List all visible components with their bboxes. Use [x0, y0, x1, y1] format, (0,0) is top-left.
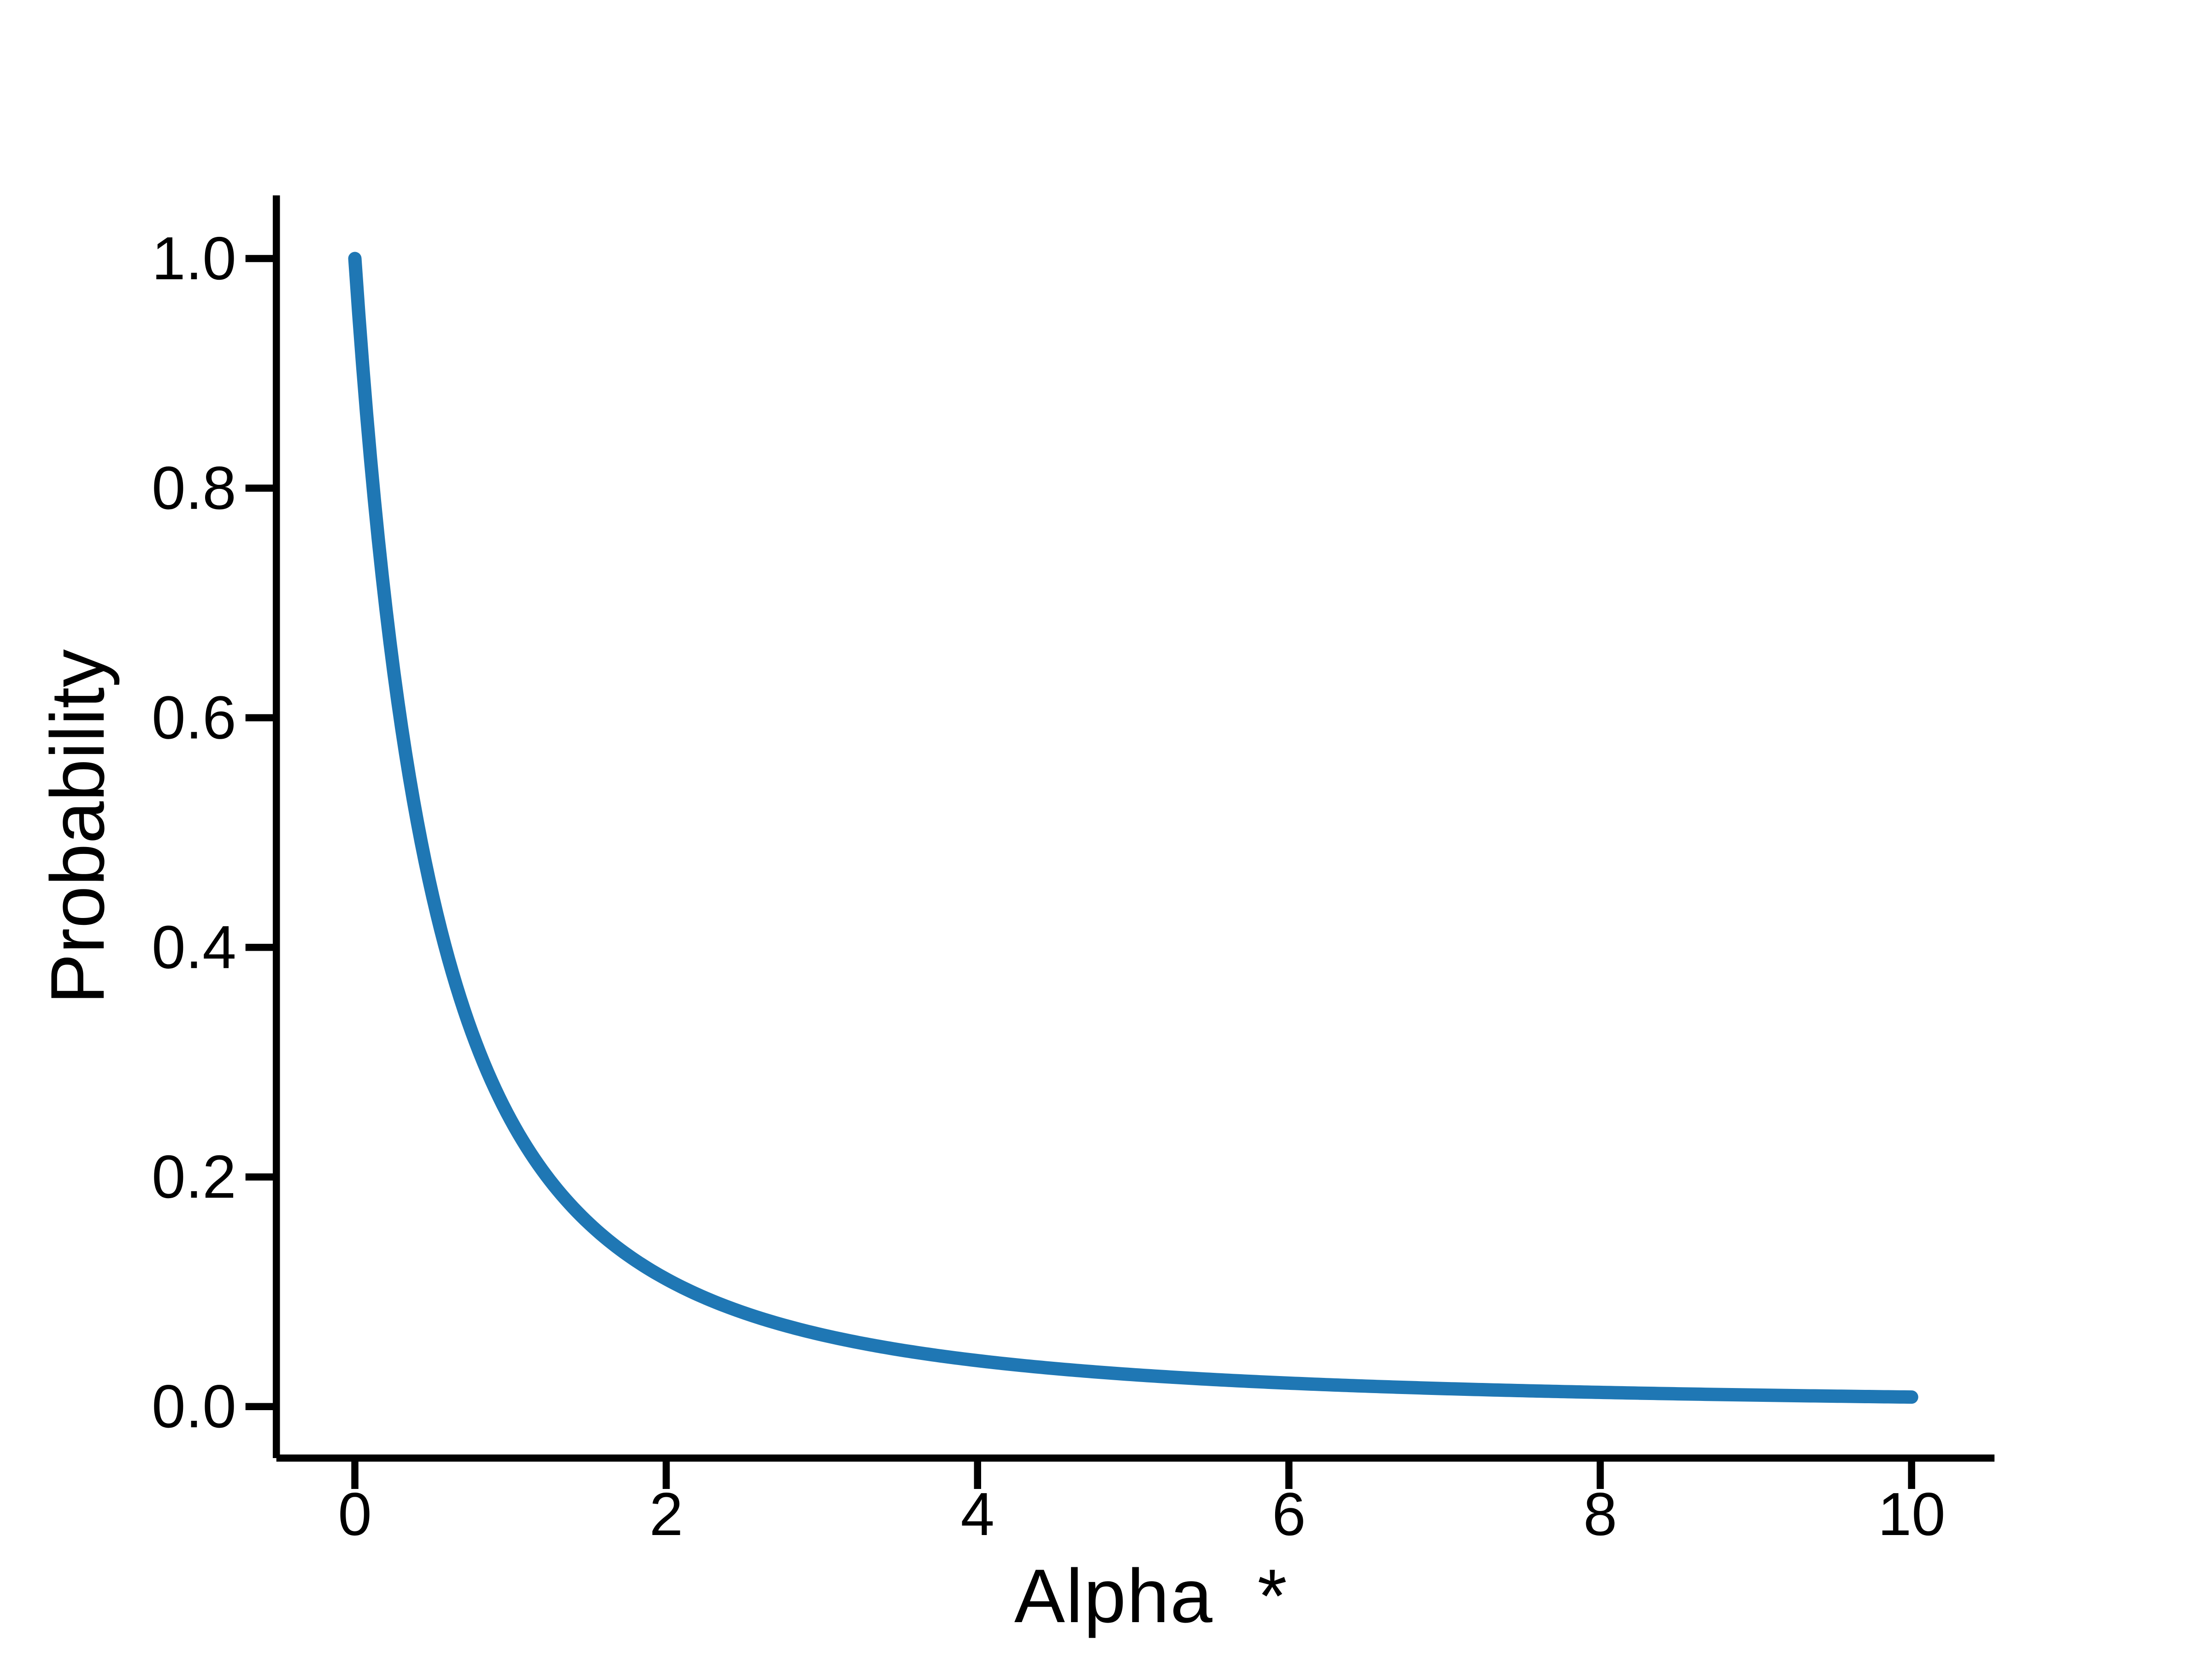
svg-text:10: 10: [1878, 1480, 1946, 1548]
svg-text:8: 8: [1583, 1480, 1617, 1548]
svg-text:0.6: 0.6: [152, 683, 236, 751]
svg-text:1.0: 1.0: [152, 224, 236, 292]
svg-text:6: 6: [1272, 1480, 1306, 1548]
svg-text:0.4: 0.4: [152, 913, 236, 981]
svg-text:0.8: 0.8: [152, 454, 236, 522]
svg-text:0: 0: [338, 1480, 371, 1548]
svg-text:4: 4: [961, 1480, 994, 1548]
svg-text:Alpha *: Alpha *: [1014, 1553, 1288, 1638]
svg-text:0.0: 0.0: [152, 1372, 236, 1440]
svg-text:Probability: Probability: [35, 649, 120, 1004]
svg-text:2: 2: [649, 1480, 683, 1548]
svg-text:0.2: 0.2: [152, 1143, 236, 1211]
